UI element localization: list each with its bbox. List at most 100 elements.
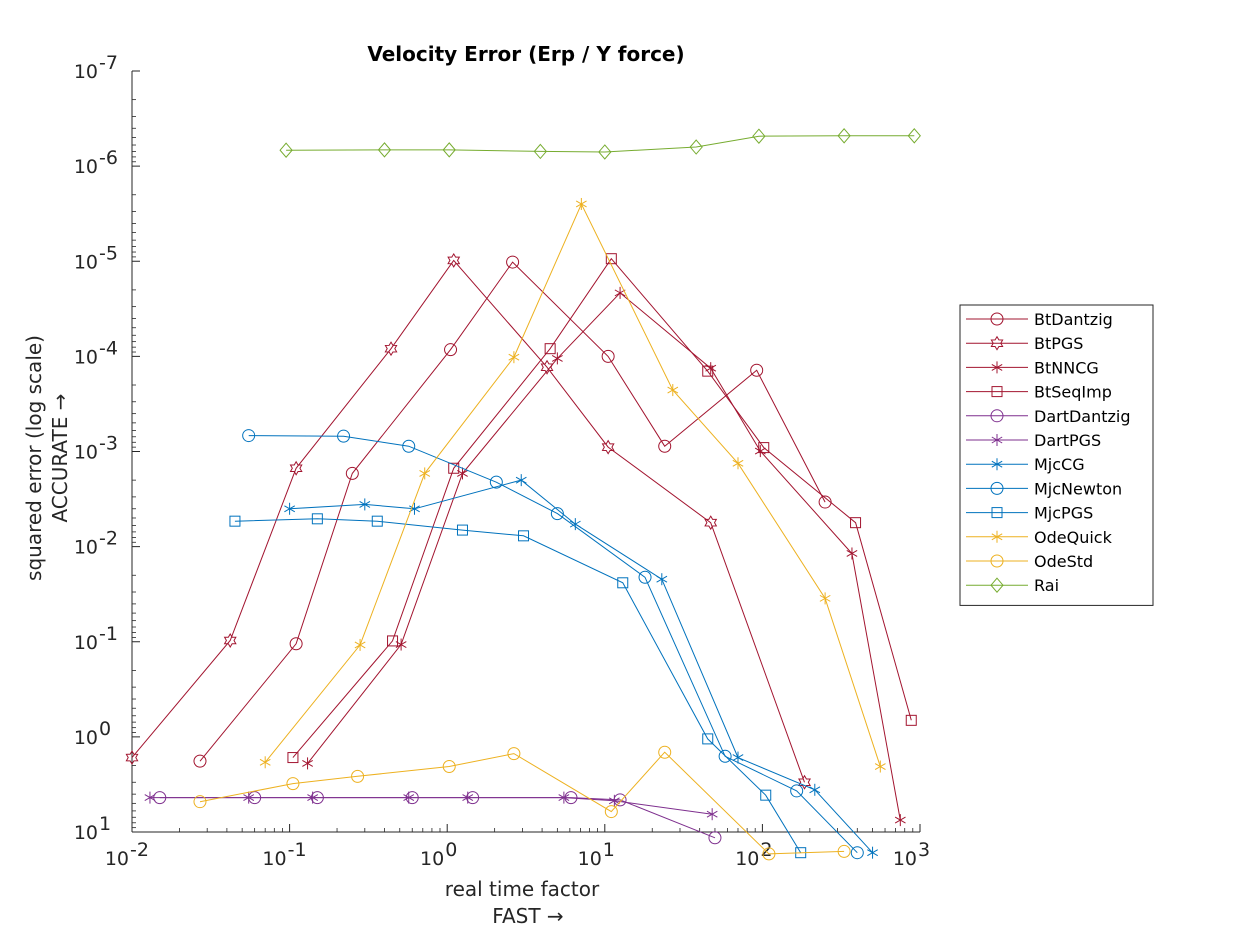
- x-tick-label: 10: [735, 848, 759, 870]
- data-point-btnncg: [846, 547, 858, 560]
- data-point-btseqimp: [758, 442, 770, 454]
- data-point-dartpgs: [403, 791, 415, 804]
- data-point-btpgs: [447, 252, 461, 268]
- legend-label: OdeStd: [1034, 552, 1093, 571]
- y-tick-label: 10: [74, 822, 98, 844]
- x-tick-label: 10: [262, 848, 286, 870]
- y-tick-exponent: 1: [99, 813, 111, 835]
- legend-label: OdeQuick: [1034, 528, 1113, 547]
- data-point-mjcnewton: [718, 749, 732, 763]
- data-point-odestd: [658, 745, 672, 759]
- data-point-btdantzig: [444, 343, 458, 357]
- data-point-rai: [752, 128, 766, 144]
- legend-marker-mjcpgs: [991, 507, 1003, 519]
- data-point-rai: [837, 128, 851, 144]
- y-axis-label-line1: squared error (log scale): [22, 335, 46, 581]
- legend-item-odequick: OdeQuick: [966, 528, 1113, 547]
- x-axis-label-line2: FAST →: [492, 904, 563, 928]
- data-point-btdantzig: [658, 439, 672, 453]
- legend-item-rai: Rai: [966, 576, 1059, 595]
- legend-item-btpgs: BtPGS: [966, 334, 1083, 353]
- data-point-mjccg: [359, 498, 371, 511]
- legend: BtDantzig BtPGS BtNNCG BtSeqImp DartDantzig D…: [959, 304, 1154, 606]
- legend-marker-btseqimp: [991, 386, 1003, 398]
- data-point-mjccg: [515, 474, 527, 487]
- data-point-btdantzig: [289, 637, 303, 651]
- data-point-mjcnewton: [550, 507, 564, 521]
- legend-marker-dartdantzig: [990, 409, 1004, 423]
- axes: 10 -710 -610 -510 -410 -310 -210 -110 010 110 -2 10…: [74, 52, 930, 870]
- series-line-btseqimp: [292, 257, 912, 758]
- data-point-mjcpgs: [371, 515, 383, 527]
- data-point-btseqimp: [287, 752, 299, 764]
- y-tick-exponent: -5: [99, 242, 118, 264]
- y-tick-exponent: 0: [99, 718, 111, 740]
- legend-marker-btpgs: [990, 335, 1004, 351]
- legend-label: BtDantzig: [1034, 310, 1113, 329]
- legend-marker-btnncg: [991, 361, 1003, 374]
- data-point-dartpgs: [558, 791, 570, 804]
- data-point-odequick: [732, 457, 744, 470]
- y-tick-label: 10: [74, 251, 98, 273]
- data-point-mjcpgs: [456, 524, 468, 536]
- y-tick-exponent: -7: [99, 52, 118, 74]
- data-point-btdantzig: [750, 363, 764, 377]
- data-point-dartpgs: [608, 794, 620, 807]
- data-point-btseqimp: [544, 343, 556, 355]
- legend-item-mjccg: MjcCG: [966, 455, 1085, 474]
- data-point-mjcnewton: [850, 846, 864, 860]
- y-axis-label-line2: ACCURATE →: [48, 393, 72, 522]
- y-tick-label: 10: [74, 727, 98, 749]
- data-point-odequick: [667, 384, 679, 397]
- x-tick-label: 10: [420, 848, 444, 870]
- chart-title: Velocity Error (Erp / Y force): [367, 42, 684, 66]
- y-tick-label: 10: [74, 156, 98, 178]
- y-tick-exponent: -1: [99, 623, 118, 645]
- legend-marker-rai: [990, 577, 1004, 593]
- legend-item-mjcnewton: MjcNewton: [966, 479, 1122, 498]
- data-point-odequick: [819, 592, 831, 605]
- data-point-mjcpgs: [311, 513, 323, 525]
- data-point-mjcnewton: [337, 429, 351, 443]
- data-point-odestd: [507, 747, 521, 761]
- legend-item-odestd: OdeStd: [966, 552, 1093, 571]
- data-point-mjcnewton: [242, 429, 256, 443]
- legend-item-mjcpgs: MjcPGS: [966, 504, 1093, 523]
- x-tick-label: 10: [578, 848, 602, 870]
- x-tick-exponent: 0: [445, 839, 457, 861]
- data-point-rai: [442, 142, 456, 158]
- legend-item-dartdantzig: DartDantzig: [966, 407, 1131, 426]
- data-point-dartdantzig: [708, 831, 722, 845]
- data-point-dartpgs: [144, 791, 156, 804]
- data-point-btpgs: [125, 750, 139, 766]
- x-tick-exponent: 2: [760, 839, 772, 861]
- data-point-mjcpgs: [702, 733, 714, 745]
- data-point-btpgs: [798, 774, 811, 790]
- data-point-btseqimp: [850, 517, 862, 529]
- data-point-btpgs: [704, 515, 718, 531]
- data-point-odequick: [575, 197, 587, 210]
- x-tick-exponent: -1: [288, 839, 307, 861]
- series-line-dartpgs: [150, 797, 713, 815]
- data-point-mjcnewton: [790, 784, 804, 798]
- data-point-odequick: [259, 756, 271, 769]
- y-tick-exponent: -4: [99, 337, 118, 359]
- data-point-mjcpgs: [229, 515, 241, 527]
- legend-marker-mjccg: [991, 458, 1003, 471]
- series-rai: [279, 128, 921, 160]
- data-point-rai: [907, 128, 921, 144]
- y-tick-label: 10: [74, 442, 98, 464]
- data-point-btseqimp: [605, 253, 617, 265]
- y-tick-label: 10: [74, 632, 98, 654]
- data-point-mjcnewton: [402, 439, 416, 453]
- data-point-dartpgs: [462, 791, 474, 804]
- series-line-rai: [286, 135, 915, 153]
- data-point-rai: [377, 142, 392, 158]
- legend-marker-odestd: [990, 554, 1004, 568]
- series-dartpgs: [144, 791, 718, 821]
- data-point-odestd: [351, 769, 365, 783]
- data-point-btdantzig: [193, 754, 207, 768]
- series-line-btpgs: [131, 259, 805, 783]
- legend-label: DartDantzig: [1034, 407, 1131, 426]
